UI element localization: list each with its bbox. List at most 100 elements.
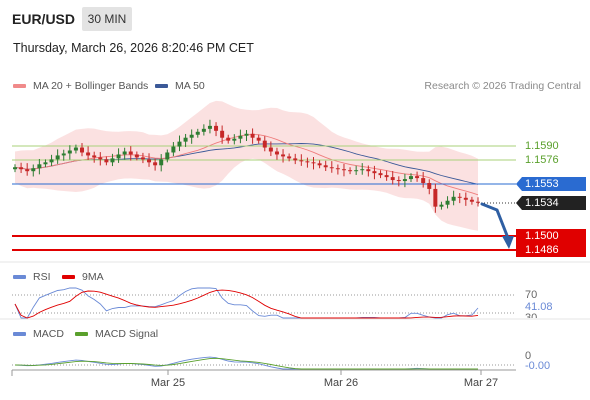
candle-body [378, 173, 383, 176]
candle-body [80, 147, 85, 153]
candle-body [335, 168, 340, 170]
candle-body [463, 197, 468, 200]
candle-body [366, 169, 371, 172]
forecast-arrow-line [480, 202, 510, 240]
candle-body [104, 159, 109, 163]
candle-body [171, 146, 176, 153]
candle-body [451, 196, 456, 201]
legend-label-macd-signal: MACD Signal [95, 328, 159, 340]
legend-swatch-ma20 [13, 84, 26, 88]
candle-body [287, 156, 292, 159]
candle-body [159, 159, 164, 166]
candle-body [476, 201, 480, 203]
candle-body [238, 135, 243, 139]
candle-body [110, 158, 115, 163]
candle-body [201, 128, 206, 132]
candles [13, 119, 480, 213]
candle-body [140, 157, 145, 160]
level-label-r1: 1.1576 [525, 154, 559, 166]
legend-label-ma50: MA 50 [175, 80, 205, 92]
legend-rsi: RSI [13, 271, 51, 283]
candle-body [61, 153, 66, 156]
candle-body [232, 138, 237, 141]
candle-body [37, 164, 42, 169]
legend-rsi-9ma: 9MA [62, 271, 104, 283]
candle-body [281, 154, 286, 157]
level-tag-pivot: 1.1553 [516, 177, 586, 191]
candle-body [415, 176, 420, 179]
candle-body [195, 131, 200, 135]
credit-text: Research © 2026 Trading Central [424, 80, 581, 92]
legend-macd-signal: MACD Signal [75, 328, 158, 340]
timeframe-button[interactable]: 30 MIN [82, 7, 132, 31]
x-label-mar25: Mar 25 [150, 377, 186, 389]
candle-body [25, 169, 30, 172]
candle-body [214, 125, 219, 131]
legend-label-9ma: 9MA [82, 271, 104, 283]
candle-body [408, 176, 413, 180]
candle-body [244, 133, 249, 136]
legend-label-rsi: RSI [33, 271, 51, 283]
candle-body [43, 162, 48, 165]
candle-body [268, 147, 273, 152]
level-tag-s1: 1.1500 [516, 229, 586, 243]
rsi-level-30-label: 30 [525, 313, 537, 318]
candle-body [433, 188, 438, 207]
macd-value-label: -0.00 [525, 360, 551, 372]
legend-swatch-macd [13, 332, 26, 336]
candle-body [439, 204, 444, 207]
macd-signal-line [14, 357, 478, 370]
candle-body [384, 175, 389, 178]
legend-swatch-9ma [62, 275, 75, 279]
candle-body [341, 169, 346, 171]
candle-body [354, 170, 359, 172]
candle-body [122, 151, 127, 155]
candle-body [147, 159, 152, 163]
candle-body [49, 159, 54, 163]
bollinger-band-area [15, 100, 478, 231]
rsi-9ma-line [14, 289, 479, 319]
candle-body [427, 183, 432, 189]
candle-body [305, 161, 310, 163]
candle-body [134, 154, 139, 158]
level-label-r2: 1.1590 [525, 140, 559, 152]
legend-label-ma20: MA 20 + Bollinger Bands [33, 80, 149, 92]
candle-body [323, 165, 328, 168]
candle-body [311, 162, 316, 164]
macd-level-0-label: 0 [525, 350, 532, 362]
candle-body [421, 178, 426, 184]
candle-body [116, 154, 121, 159]
candle-body [469, 199, 474, 202]
level-tag-s2: 1.1486 [516, 243, 586, 257]
candle-body [348, 170, 353, 172]
level-tag-last: 1.1534 [516, 196, 586, 210]
forecast-arrow-head [502, 236, 514, 249]
candle-body [189, 134, 194, 138]
candle-body [73, 147, 78, 151]
candle-body [207, 125, 212, 129]
candle-body [153, 162, 158, 166]
candle-body [19, 167, 24, 170]
candle-body [372, 171, 377, 174]
candle-body [55, 155, 60, 160]
candle-body [445, 200, 450, 205]
legend-macd: MACD [13, 328, 64, 340]
legend-swatch-rsi [13, 275, 26, 279]
candle-body [226, 137, 231, 141]
candle-body [165, 152, 170, 160]
candle-body [177, 141, 182, 147]
candle-body [402, 179, 407, 182]
candle-body [329, 167, 334, 169]
legend-ma20: MA 20 + Bollinger Bands [13, 80, 148, 92]
candle-body [220, 130, 225, 138]
candle-body [92, 155, 97, 158]
candle-body [457, 196, 462, 198]
candle-body [390, 177, 395, 181]
legend-swatch-macd-signal [75, 332, 88, 336]
legend-label-macd: MACD [33, 328, 64, 340]
candle-body [293, 158, 298, 161]
candle-body [31, 168, 36, 172]
macd-line [14, 356, 478, 370]
candle-body [183, 137, 188, 142]
